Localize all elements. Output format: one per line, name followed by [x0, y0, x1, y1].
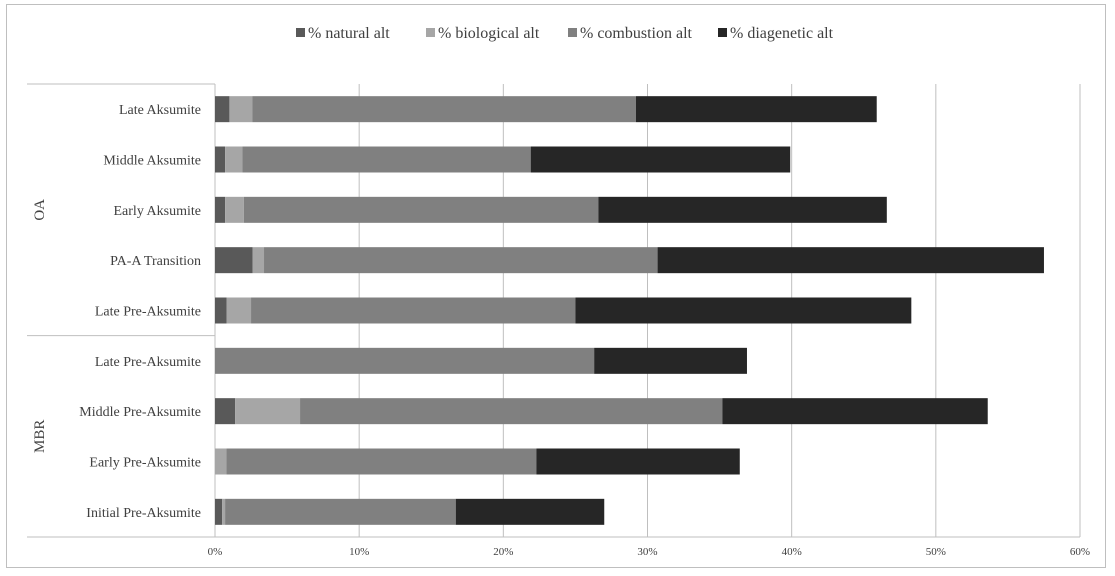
group-label: MBR	[32, 420, 48, 453]
bar-segment	[235, 398, 301, 425]
x-tick-label: 40%	[782, 546, 802, 558]
category-label: Late Pre-Aksumite	[95, 305, 201, 320]
group-labels: OA MBR	[32, 199, 48, 453]
category-label: Middle Aksumite	[103, 154, 201, 169]
bar-segment	[536, 448, 740, 475]
category-labels: Late Aksumite Middle Aksumite Early Aksumi…	[79, 103, 201, 521]
bar-segment	[635, 96, 877, 123]
bar-segment	[226, 448, 537, 475]
bar-segment	[222, 498, 226, 525]
category-label: Early Aksumite	[114, 204, 202, 219]
bar-segment	[530, 146, 791, 173]
legend-label: % combustion alt	[580, 25, 693, 42]
category-label: Late Aksumite	[119, 103, 201, 118]
legend-label: % diagenetic alt	[730, 25, 834, 42]
bar-segment	[243, 196, 599, 223]
category-label: Early Pre-Aksumite	[89, 456, 201, 471]
bar-segment	[225, 196, 244, 223]
x-tick-label: 60%	[1070, 546, 1090, 558]
bar-segment	[215, 96, 230, 123]
x-tick-labels: 0% 10% 20% 30% 40% 50% 60%	[208, 546, 1090, 558]
bar-segment	[215, 398, 236, 425]
bar-segment	[215, 146, 226, 173]
x-tick-label: 10%	[349, 546, 369, 558]
legend-swatch	[426, 28, 435, 37]
category-label: Initial Pre-Aksumite	[86, 506, 201, 521]
legend-label: % biological alt	[438, 25, 540, 42]
bar-segment	[215, 196, 226, 223]
bars	[215, 96, 1044, 525]
bar-segment	[225, 498, 456, 525]
legend: % natural alt % biological alt % combustio…	[296, 25, 834, 42]
legend-swatch	[296, 28, 305, 37]
legend-label: % natural alt	[308, 25, 390, 42]
bar-segment	[252, 247, 265, 274]
bar-segment	[215, 347, 595, 374]
bar-segment	[215, 247, 253, 274]
bar-segment	[242, 146, 531, 173]
bar-segment	[215, 498, 223, 525]
category-label: Middle Pre-Aksumite	[79, 405, 201, 420]
bar-segment	[300, 398, 723, 425]
group-label: OA	[32, 199, 48, 221]
bar-segment	[657, 247, 1044, 274]
bar-segment	[264, 247, 658, 274]
x-tick-label: 30%	[637, 546, 657, 558]
x-tick-label: 50%	[926, 546, 946, 558]
bar-segment	[455, 498, 605, 525]
bar-segment	[598, 196, 887, 223]
bar-segment	[215, 448, 227, 475]
bar-segment	[225, 146, 243, 173]
bar-segment	[229, 96, 253, 123]
x-tick-label: 0%	[208, 546, 223, 558]
category-label: Late Pre-Aksumite	[95, 355, 201, 370]
legend-swatch	[718, 28, 727, 37]
bar-segment	[215, 297, 227, 324]
category-label: PA-A Transition	[110, 254, 201, 269]
bar-segment	[594, 347, 747, 374]
bar-segment	[252, 96, 636, 123]
bar-segment	[251, 297, 576, 324]
x-tick-label: 20%	[493, 546, 513, 558]
bar-segment	[226, 297, 252, 324]
bar-segment	[722, 398, 988, 425]
bar-segment	[575, 297, 912, 324]
legend-swatch	[568, 28, 577, 37]
